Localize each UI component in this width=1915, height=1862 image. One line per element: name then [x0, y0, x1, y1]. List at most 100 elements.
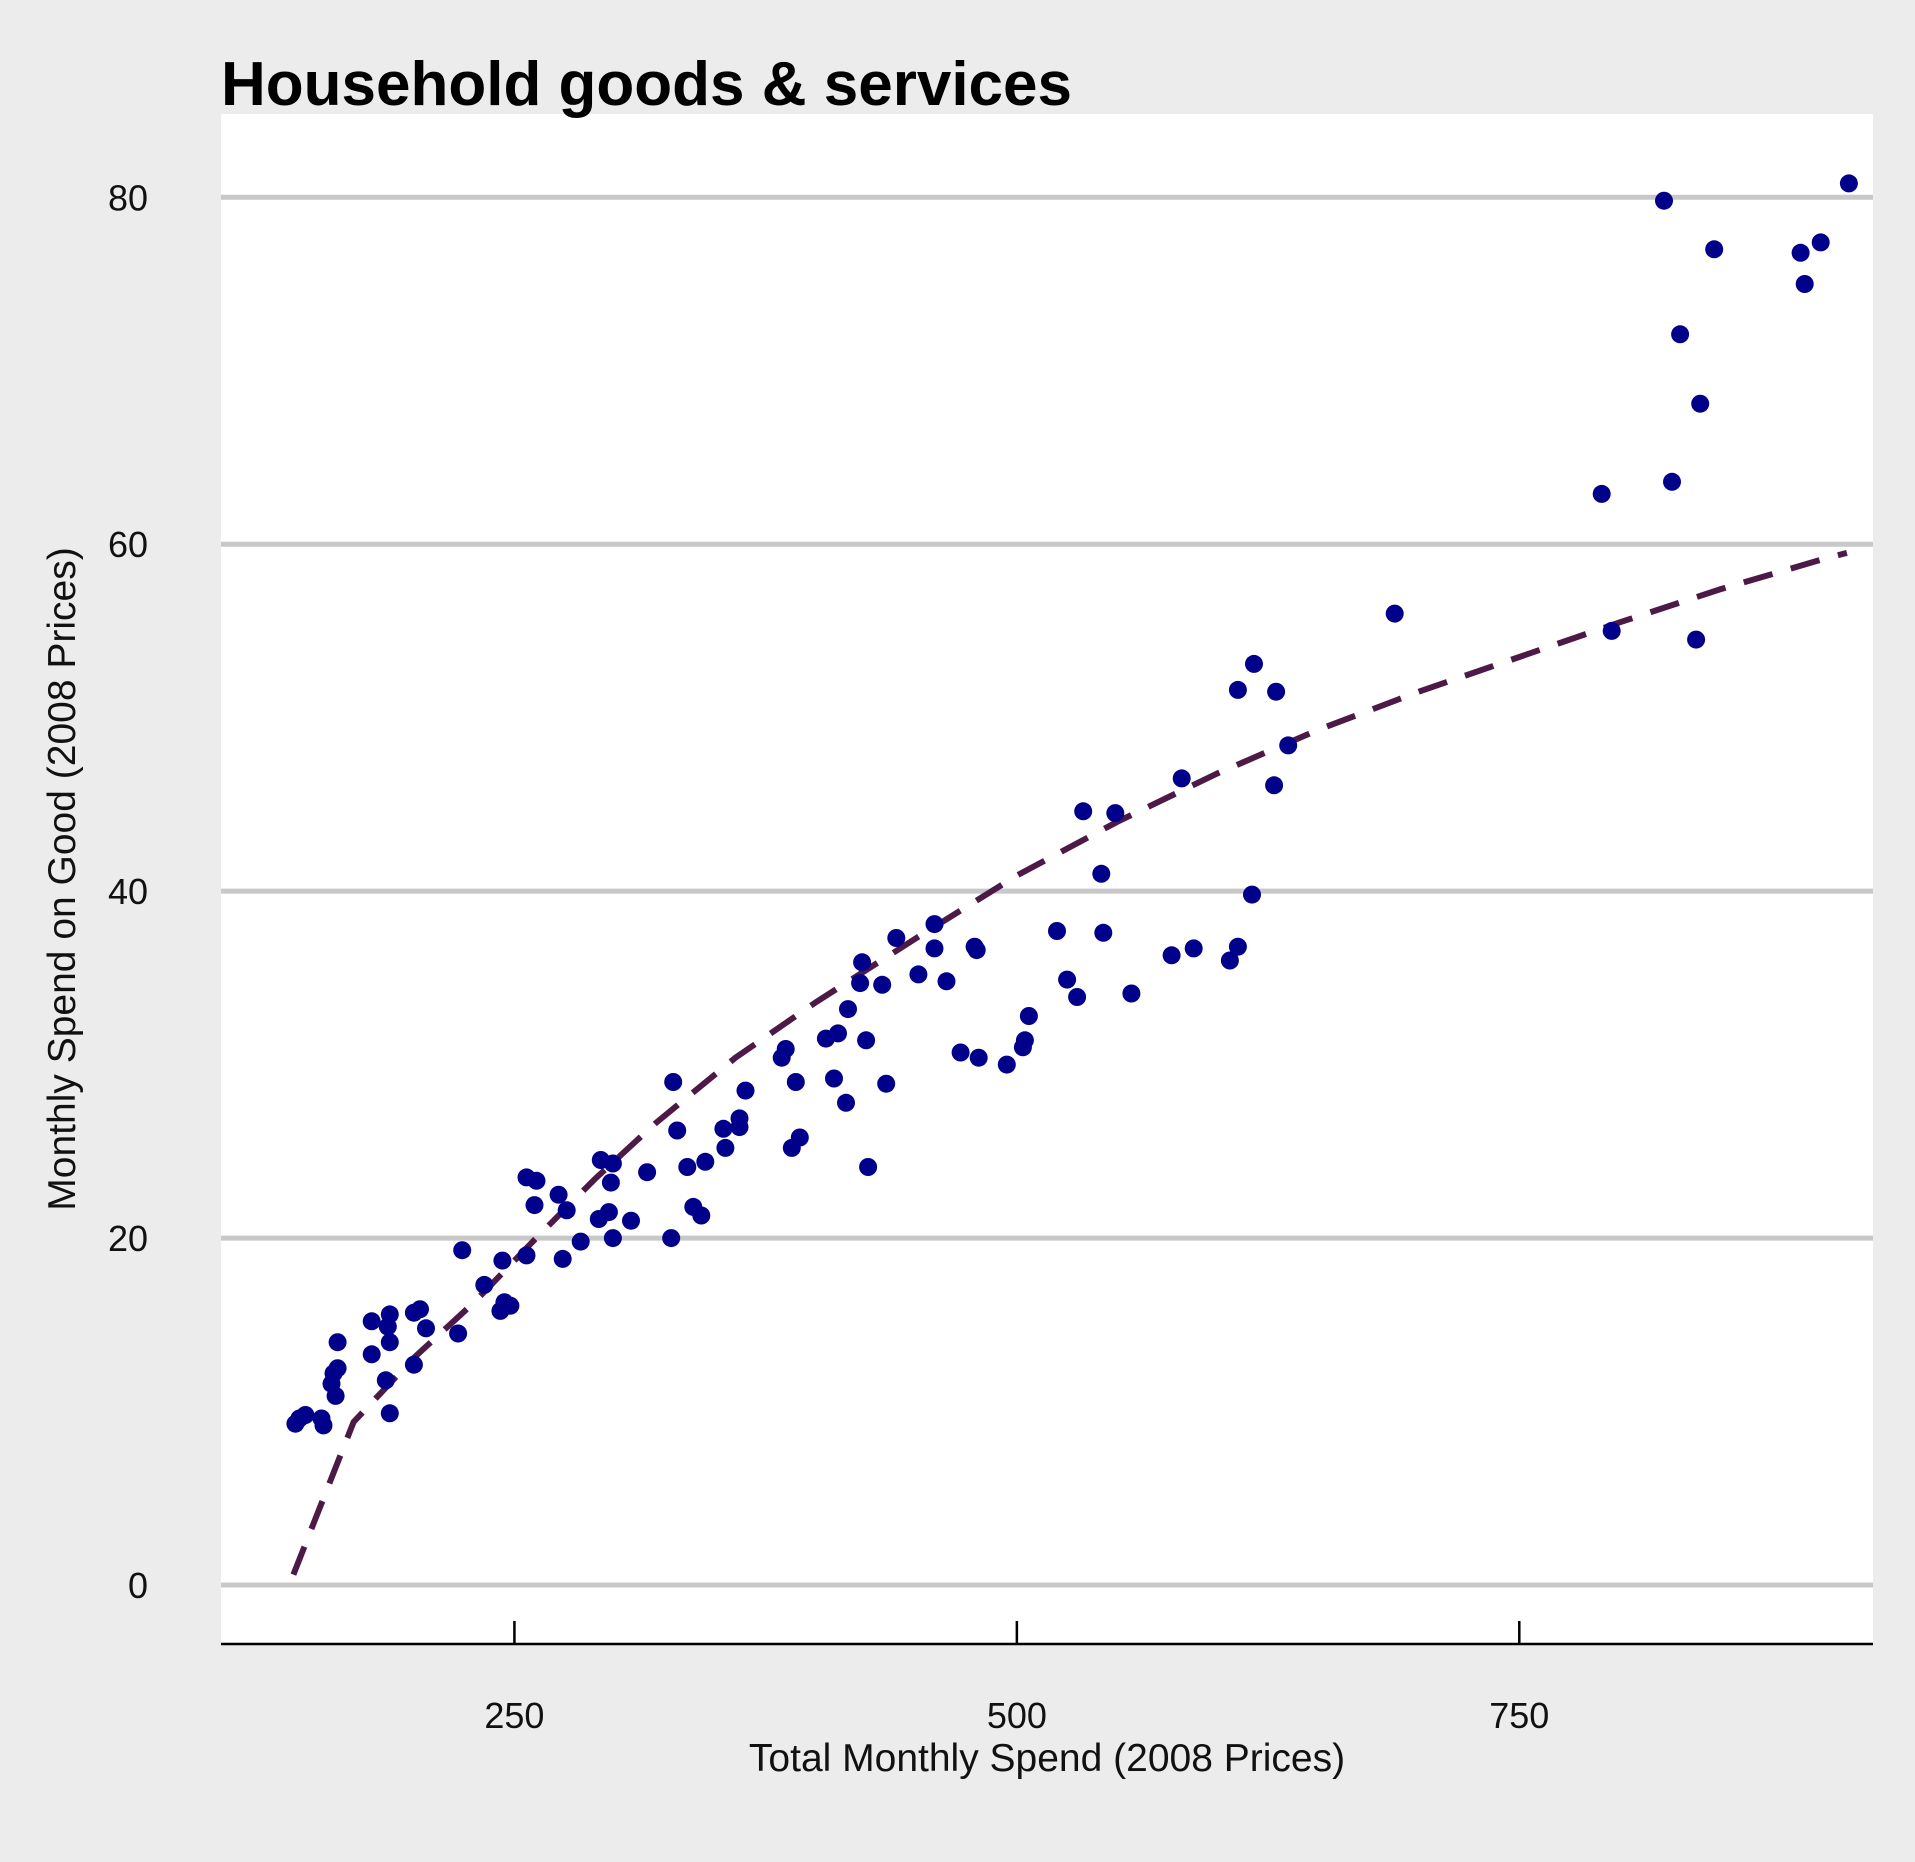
data-point [1265, 776, 1284, 795]
data-point [1015, 1031, 1034, 1050]
data-point [328, 1359, 347, 1378]
data-point [790, 1128, 809, 1147]
data-point [925, 939, 944, 958]
data-point [877, 1074, 896, 1093]
data-point [296, 1406, 315, 1424]
data-point [714, 1119, 733, 1138]
data-point [1048, 922, 1066, 940]
data-point [692, 1206, 711, 1225]
data-point [493, 1251, 512, 1270]
data-point [525, 1196, 544, 1215]
chart-title: Household goods & services [221, 50, 1072, 119]
data-point [449, 1324, 468, 1343]
data-point [1663, 472, 1681, 491]
data-point [1791, 243, 1810, 262]
data-point [909, 965, 928, 984]
y-tick-label-0: 0 [128, 1565, 148, 1606]
data-point [1106, 804, 1125, 823]
data-point [997, 1055, 1016, 1074]
data-point [622, 1211, 640, 1230]
data-point [730, 1109, 749, 1128]
data-point [527, 1171, 546, 1190]
y-axis-label: Monthly Spend on Good (2008 Prices) [41, 547, 84, 1210]
data-point [411, 1300, 429, 1319]
data-point [873, 975, 892, 994]
y-tick-label-60: 60 [108, 524, 148, 565]
data-point [517, 1246, 536, 1265]
data-point [776, 1040, 795, 1058]
data-point [1795, 275, 1814, 293]
data-point [1839, 174, 1858, 193]
data-point [668, 1121, 687, 1140]
data-point [1228, 680, 1247, 699]
data-point [603, 1229, 622, 1248]
data-point [1172, 769, 1191, 788]
data-point [557, 1201, 576, 1220]
data-point [1245, 654, 1263, 673]
data-point [1691, 394, 1710, 413]
data-point [951, 1043, 970, 1062]
data-point [638, 1163, 657, 1182]
data-point [362, 1345, 381, 1364]
data-point [362, 1312, 381, 1331]
data-point [925, 915, 944, 934]
data-point [599, 1203, 618, 1222]
data-point [839, 1000, 857, 1019]
data-point [1220, 951, 1239, 970]
data-point [1385, 604, 1404, 623]
y-tick-label-40: 40 [108, 871, 148, 912]
data-point [326, 1386, 345, 1405]
data-points [286, 174, 1858, 1435]
data-point [314, 1416, 333, 1435]
data-point [967, 941, 986, 960]
data-point [404, 1355, 423, 1374]
data-point [1655, 191, 1673, 210]
x-tick-label-500: 500 [987, 1695, 1047, 1736]
x-axis-ticks: 250 500 750 [484, 1621, 1549, 1736]
data-point [664, 1073, 683, 1091]
data-point [1019, 1007, 1038, 1025]
y-axis-ticks: 0 20 40 60 80 [108, 177, 148, 1606]
data-point [859, 1158, 878, 1176]
data-point [501, 1296, 520, 1315]
data-point [1092, 864, 1111, 883]
data-point [1705, 240, 1724, 259]
data-point [380, 1305, 399, 1324]
data-point [829, 1024, 847, 1043]
data-point [553, 1249, 572, 1268]
y-tick-label-20: 20 [108, 1218, 148, 1259]
data-point [475, 1275, 494, 1294]
data-point [328, 1333, 347, 1352]
data-point [1279, 736, 1298, 755]
data-point [851, 974, 870, 993]
data-point [1267, 682, 1286, 701]
data-point [1074, 802, 1093, 821]
data-point [1602, 621, 1621, 640]
data-point [549, 1185, 568, 1204]
data-point [937, 972, 956, 991]
y-tick-label-80: 80 [108, 177, 148, 218]
data-point [1592, 484, 1611, 503]
data-point [853, 953, 872, 972]
data-point [786, 1073, 805, 1091]
data-point [601, 1173, 620, 1192]
data-point [1671, 325, 1690, 344]
data-point [380, 1404, 399, 1423]
data-point [736, 1081, 755, 1100]
data-point [1058, 970, 1077, 989]
data-point [1228, 937, 1247, 956]
x-tick-label-750: 750 [1489, 1695, 1549, 1736]
data-point [417, 1319, 435, 1338]
data-point [678, 1158, 697, 1176]
data-point [1162, 946, 1181, 965]
data-point [380, 1333, 399, 1352]
data-point [857, 1031, 876, 1050]
data-point [453, 1241, 472, 1260]
data-point [603, 1154, 622, 1173]
data-point [1687, 630, 1706, 649]
data-point [1122, 984, 1141, 1003]
data-point [969, 1048, 988, 1067]
data-point [1094, 923, 1113, 942]
data-point [837, 1093, 855, 1112]
data-point [1068, 988, 1087, 1006]
